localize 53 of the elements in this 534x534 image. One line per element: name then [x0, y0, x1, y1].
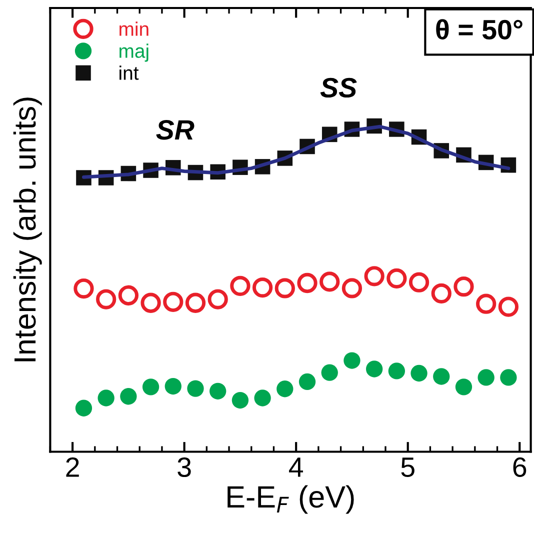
point: [274, 278, 295, 298]
point: [321, 364, 338, 381]
point: [476, 294, 496, 314]
point: [74, 278, 94, 299]
legend-label: maj: [120, 44, 148, 62]
point: [163, 292, 184, 312]
text: θ = 50°: [436, 19, 522, 40]
x-tick-label: 4: [289, 458, 303, 477]
point: [210, 382, 226, 400]
y-axis-title: Intensity (arb. units): [13, 98, 42, 362]
point: [75, 400, 92, 416]
point: [187, 380, 204, 397]
point: [386, 268, 407, 288]
x-tick-label: 5: [401, 458, 414, 478]
point: [297, 272, 318, 294]
point: [120, 388, 137, 405]
point: [118, 285, 138, 306]
x-tick-label: 2: [66, 457, 79, 477]
legend-label: int: [120, 66, 139, 80]
point: [410, 364, 428, 382]
point: [140, 292, 161, 313]
point: [298, 373, 316, 390]
point: [208, 289, 228, 310]
x-tick-label: 3: [178, 457, 191, 478]
x-axis-title: E-E$_{F}$ (eV): [228, 485, 354, 514]
text: SS: [320, 78, 357, 98]
point: [232, 392, 249, 409]
point: [498, 296, 519, 317]
point: [344, 352, 360, 369]
annotation: SR: [156, 120, 194, 140]
point: [408, 272, 430, 292]
x-tick-label: 6: [513, 457, 526, 478]
point: [431, 283, 452, 304]
point: [276, 380, 294, 398]
point: [454, 276, 474, 297]
point: [500, 369, 517, 386]
point: [478, 369, 494, 386]
point: [455, 378, 472, 396]
point: [98, 390, 114, 406]
point: [320, 272, 340, 292]
point: [164, 378, 182, 395]
point: [342, 278, 362, 298]
point: [96, 289, 116, 310]
point: [388, 362, 406, 380]
point: [433, 368, 450, 385]
point: [254, 390, 271, 406]
point: [252, 277, 273, 298]
point: [230, 276, 250, 296]
point: [364, 266, 384, 286]
point: [142, 378, 160, 396]
point: [185, 292, 206, 313]
legend-label: min: [120, 22, 148, 36]
point: [366, 360, 383, 378]
